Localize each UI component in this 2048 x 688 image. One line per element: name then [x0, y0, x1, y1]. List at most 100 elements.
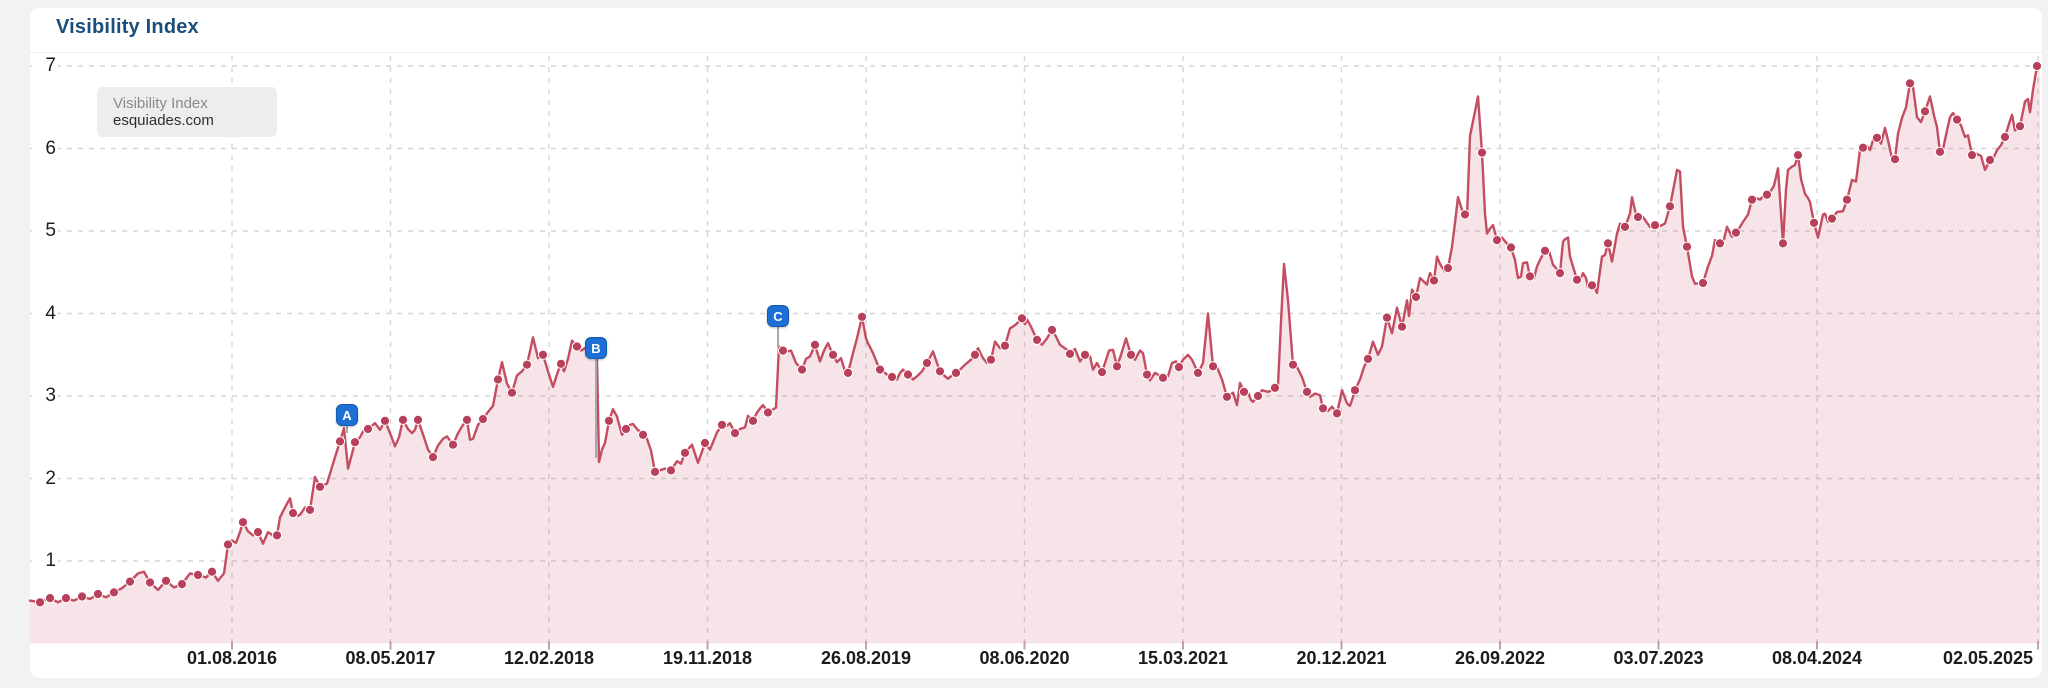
- data-point[interactable]: [537, 349, 549, 360]
- data-point[interactable]: [144, 577, 156, 588]
- data-point[interactable]: [1459, 209, 1471, 220]
- data-point[interactable]: [902, 369, 914, 380]
- data-point[interactable]: [1697, 277, 1709, 289]
- marker-pin-c[interactable]: C: [767, 305, 789, 327]
- data-point[interactable]: [1761, 189, 1773, 200]
- data-point[interactable]: [985, 354, 997, 365]
- data-point[interactable]: [1714, 238, 1726, 249]
- data-point[interactable]: [124, 576, 136, 587]
- data-point[interactable]: [1317, 403, 1329, 414]
- data-point[interactable]: [699, 437, 711, 449]
- data-point[interactable]: [886, 371, 898, 383]
- data-point[interactable]: [921, 357, 933, 369]
- data-point[interactable]: [1125, 349, 1137, 360]
- data-point[interactable]: [237, 517, 249, 528]
- data-point[interactable]: [108, 587, 120, 598]
- data-point[interactable]: [1619, 221, 1631, 232]
- data-point[interactable]: [1064, 348, 1076, 359]
- data-point[interactable]: [427, 452, 439, 463]
- data-point[interactable]: [252, 527, 264, 538]
- data-point[interactable]: [1173, 362, 1185, 373]
- data-point[interactable]: [477, 414, 489, 425]
- data-point[interactable]: [1442, 263, 1454, 274]
- data-point[interactable]: [1777, 238, 1789, 249]
- data-point[interactable]: [1287, 359, 1299, 370]
- data-point[interactable]: [362, 423, 374, 435]
- data-point[interactable]: [665, 465, 677, 476]
- data-point[interactable]: [1681, 241, 1693, 252]
- data-point[interactable]: [412, 414, 424, 425]
- data-point[interactable]: [1428, 275, 1440, 286]
- data-point[interactable]: [1192, 367, 1204, 378]
- data-point[interactable]: [1934, 146, 1946, 157]
- data-point[interactable]: [1207, 361, 1219, 372]
- data-point[interactable]: [60, 593, 72, 604]
- data-point[interactable]: [999, 340, 1011, 351]
- data-point[interactable]: [1362, 353, 1374, 364]
- data-point[interactable]: [1746, 194, 1758, 205]
- data-point[interactable]: [1031, 334, 1043, 345]
- data-point[interactable]: [314, 481, 326, 492]
- data-point[interactable]: [271, 530, 283, 541]
- data-point[interactable]: [649, 466, 661, 477]
- data-point[interactable]: [1079, 349, 1091, 360]
- data-point[interactable]: [1586, 280, 1598, 291]
- data-point[interactable]: [969, 349, 981, 360]
- data-point[interactable]: [1505, 242, 1517, 253]
- data-point[interactable]: [1826, 213, 1838, 224]
- data-point[interactable]: [729, 428, 741, 439]
- marker-pin-b[interactable]: B: [585, 337, 607, 359]
- data-point[interactable]: [1966, 150, 1978, 161]
- data-point[interactable]: [192, 569, 204, 581]
- data-point[interactable]: [1349, 385, 1361, 396]
- data-point[interactable]: [1269, 382, 1281, 393]
- data-point[interactable]: [1221, 391, 1233, 402]
- data-point[interactable]: [934, 366, 946, 377]
- data-point[interactable]: [571, 341, 583, 352]
- data-point[interactable]: [92, 588, 104, 600]
- data-point[interactable]: [1919, 106, 1931, 117]
- data-point[interactable]: [1602, 238, 1614, 249]
- marker-pin-a[interactable]: A: [336, 404, 358, 426]
- data-point[interactable]: [34, 597, 46, 608]
- data-point[interactable]: [2031, 60, 2043, 72]
- data-point[interactable]: [1524, 271, 1536, 282]
- data-point[interactable]: [222, 539, 234, 550]
- data-point[interactable]: [555, 358, 567, 369]
- data-point[interactable]: [1808, 217, 1820, 228]
- data-point[interactable]: [160, 575, 172, 586]
- data-point[interactable]: [1157, 372, 1169, 383]
- data-point[interactable]: [762, 407, 774, 418]
- data-point[interactable]: [379, 415, 391, 426]
- data-point[interactable]: [1951, 114, 1963, 125]
- data-point[interactable]: [1632, 211, 1644, 223]
- data-point[interactable]: [1649, 220, 1661, 231]
- data-point[interactable]: [447, 439, 459, 450]
- data-point[interactable]: [76, 591, 88, 602]
- data-point[interactable]: [1016, 313, 1028, 324]
- data-point[interactable]: [1871, 132, 1883, 143]
- data-point[interactable]: [1841, 194, 1853, 205]
- data-point[interactable]: [1111, 361, 1123, 372]
- data-point[interactable]: [1410, 291, 1422, 303]
- data-point[interactable]: [637, 429, 649, 440]
- data-point[interactable]: [842, 367, 854, 378]
- data-point[interactable]: [1331, 408, 1343, 419]
- data-point[interactable]: [349, 437, 361, 448]
- data-point[interactable]: [1238, 386, 1250, 397]
- data-point[interactable]: [747, 415, 759, 426]
- data-point[interactable]: [1792, 150, 1804, 161]
- data-point[interactable]: [777, 345, 789, 356]
- data-point[interactable]: [206, 566, 218, 577]
- data-point[interactable]: [1539, 245, 1551, 256]
- data-point[interactable]: [176, 579, 188, 590]
- data-point[interactable]: [1252, 390, 1264, 402]
- data-point[interactable]: [827, 349, 839, 360]
- data-point[interactable]: [1046, 324, 1058, 336]
- data-point[interactable]: [397, 414, 409, 425]
- data-point[interactable]: [620, 423, 632, 435]
- data-point[interactable]: [1381, 312, 1393, 323]
- data-point[interactable]: [287, 507, 299, 519]
- data-point[interactable]: [1889, 154, 1901, 165]
